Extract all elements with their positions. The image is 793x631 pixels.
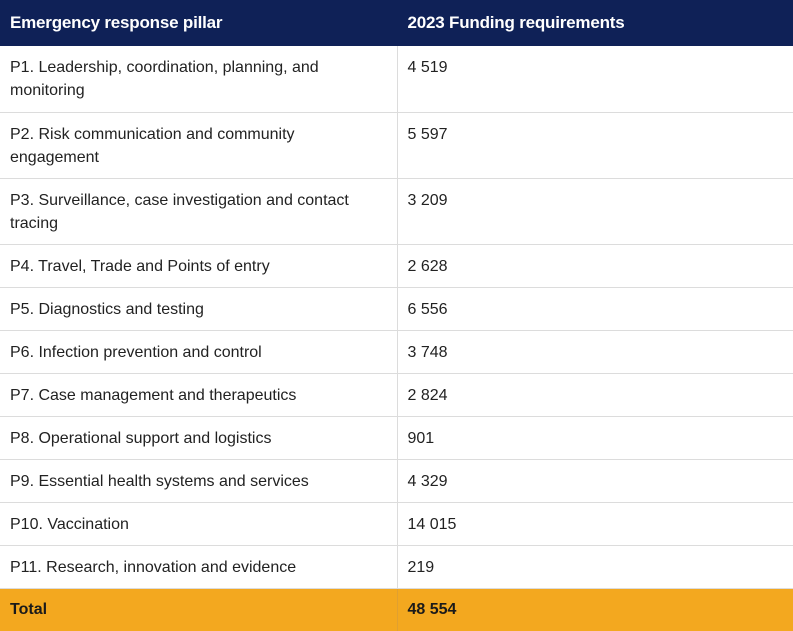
table-row: P10. Vaccination 14 015 [0,502,793,546]
funding-cell: 901 [396,416,793,460]
funding-cell: 5 597 [396,112,793,179]
total-label: Total [0,588,397,631]
funding-cell: 3 748 [396,330,793,374]
pillar-cell: P4. Travel, Trade and Points of entry [0,244,397,288]
header-pillar: Emergency response pillar [0,0,397,46]
funding-cell: 2 628 [396,244,793,288]
header-row: Emergency response pillar 2023 Funding r… [0,0,793,46]
table-row: P4. Travel, Trade and Points of entry 2 … [0,244,793,288]
funding-cell: 2 824 [396,373,793,417]
table-row: P9. Essential health systems and service… [0,459,793,503]
table-row: P5. Diagnostics and testing 6 556 [0,287,793,331]
pillar-cell: P8. Operational support and logistics [0,416,397,460]
table-row: P2. Risk communication and community eng… [0,112,793,179]
funding-cell: 4 519 [396,46,793,113]
funding-cell: 219 [396,545,793,589]
pillar-cell: P11. Research, innovation and evidence [0,545,397,589]
pillar-cell: P7. Case management and therapeutics [0,373,397,417]
pillar-cell: P5. Diagnostics and testing [0,287,397,331]
table-footer: Total 48 554 [0,588,793,631]
total-row: Total 48 554 [0,588,793,631]
funding-cell: 14 015 [396,502,793,546]
table-row: P7. Case management and therapeutics 2 8… [0,373,793,417]
table-row: P11. Research, innovation and evidence 2… [0,545,793,589]
table-row: P8. Operational support and logistics 90… [0,416,793,460]
table-row: P1. Leadership, coordination, planning, … [0,46,793,113]
funding-cell: 6 556 [396,287,793,331]
pillar-cell: P10. Vaccination [0,502,397,546]
table-row: P6. Infection prevention and control 3 7… [0,330,793,374]
pillar-cell: P3. Surveillance, case investigation and… [0,178,397,245]
table-header: Emergency response pillar 2023 Funding r… [0,0,793,46]
total-value: 48 554 [396,588,793,631]
funding-cell: 4 329 [396,459,793,503]
table-body: P1. Leadership, coordination, planning, … [0,46,793,589]
table-row: P3. Surveillance, case investigation and… [0,178,793,245]
pillar-cell: P6. Infection prevention and control [0,330,397,374]
pillar-cell: P2. Risk communication and community eng… [0,112,397,179]
pillar-cell: P9. Essential health systems and service… [0,459,397,503]
pillar-cell: P1. Leadership, coordination, planning, … [0,46,397,113]
header-funding: 2023 Funding requirements [396,0,793,46]
funding-cell: 3 209 [396,178,793,245]
